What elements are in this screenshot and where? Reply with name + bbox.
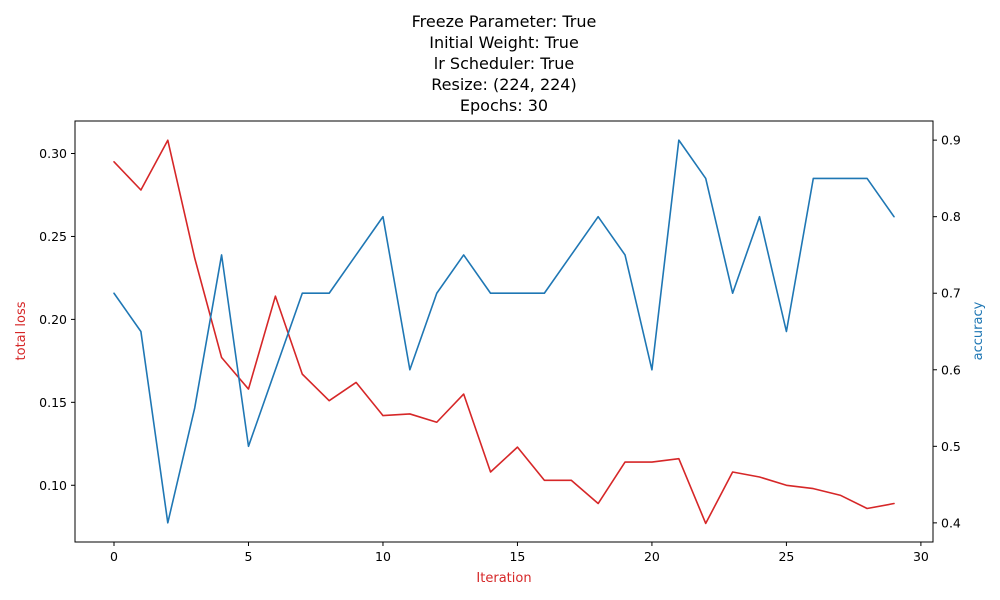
y-left-tick-label: 0.10 — [39, 478, 67, 493]
y-right-tick-label: 0.8 — [941, 209, 961, 224]
chart-title-line: Epochs: 30 — [460, 96, 548, 115]
x-axis-label: Iteration — [476, 571, 531, 586]
y-axis-left: 0.10 0.15 0.20 0.25 0.30 — [39, 146, 75, 493]
y-right-tick-label: 0.7 — [941, 286, 961, 301]
x-tick-label: 25 — [778, 549, 794, 564]
y-left-tick-label: 0.30 — [39, 146, 67, 161]
series-lines — [113, 139, 895, 525]
x-tick-label: 20 — [644, 549, 660, 564]
chart-title-line: Resize: (224, 224) — [431, 75, 576, 94]
y-axis-left-label: total loss — [14, 301, 29, 360]
y-right-tick-label: 0.9 — [941, 133, 961, 148]
y-right-tick-label: 0.4 — [941, 515, 961, 530]
x-tick-label: 0 — [110, 549, 118, 564]
y-right-tick-label: 0.5 — [941, 439, 961, 454]
x-tick-label: 30 — [913, 549, 929, 564]
plot-frame — [74, 120, 934, 543]
chart-title: Freeze Parameter: True Initial Weight: Tr… — [412, 12, 597, 115]
chart-title-line: lr Scheduler: True — [434, 54, 574, 73]
loss-series-line — [113, 139, 895, 525]
y-left-tick-label: 0.25 — [39, 229, 67, 244]
y-left-tick-label: 0.20 — [39, 312, 67, 327]
accuracy-series-line — [113, 139, 895, 524]
x-tick-label: 10 — [375, 549, 391, 564]
y-axis-right: 0.4 0.5 0.6 0.7 0.8 0.9 — [933, 133, 961, 530]
x-tick-label: 5 — [245, 549, 253, 564]
y-left-tick-label: 0.15 — [39, 395, 67, 410]
y-axis-right-label: accuracy — [971, 301, 986, 360]
chart-title-line: Initial Weight: True — [429, 33, 579, 52]
y-right-tick-label: 0.6 — [941, 362, 961, 377]
chart-title-line: Freeze Parameter: True — [412, 12, 597, 31]
x-tick-label: 15 — [509, 549, 525, 564]
x-axis: 0 5 10 15 20 25 30 — [110, 542, 929, 564]
